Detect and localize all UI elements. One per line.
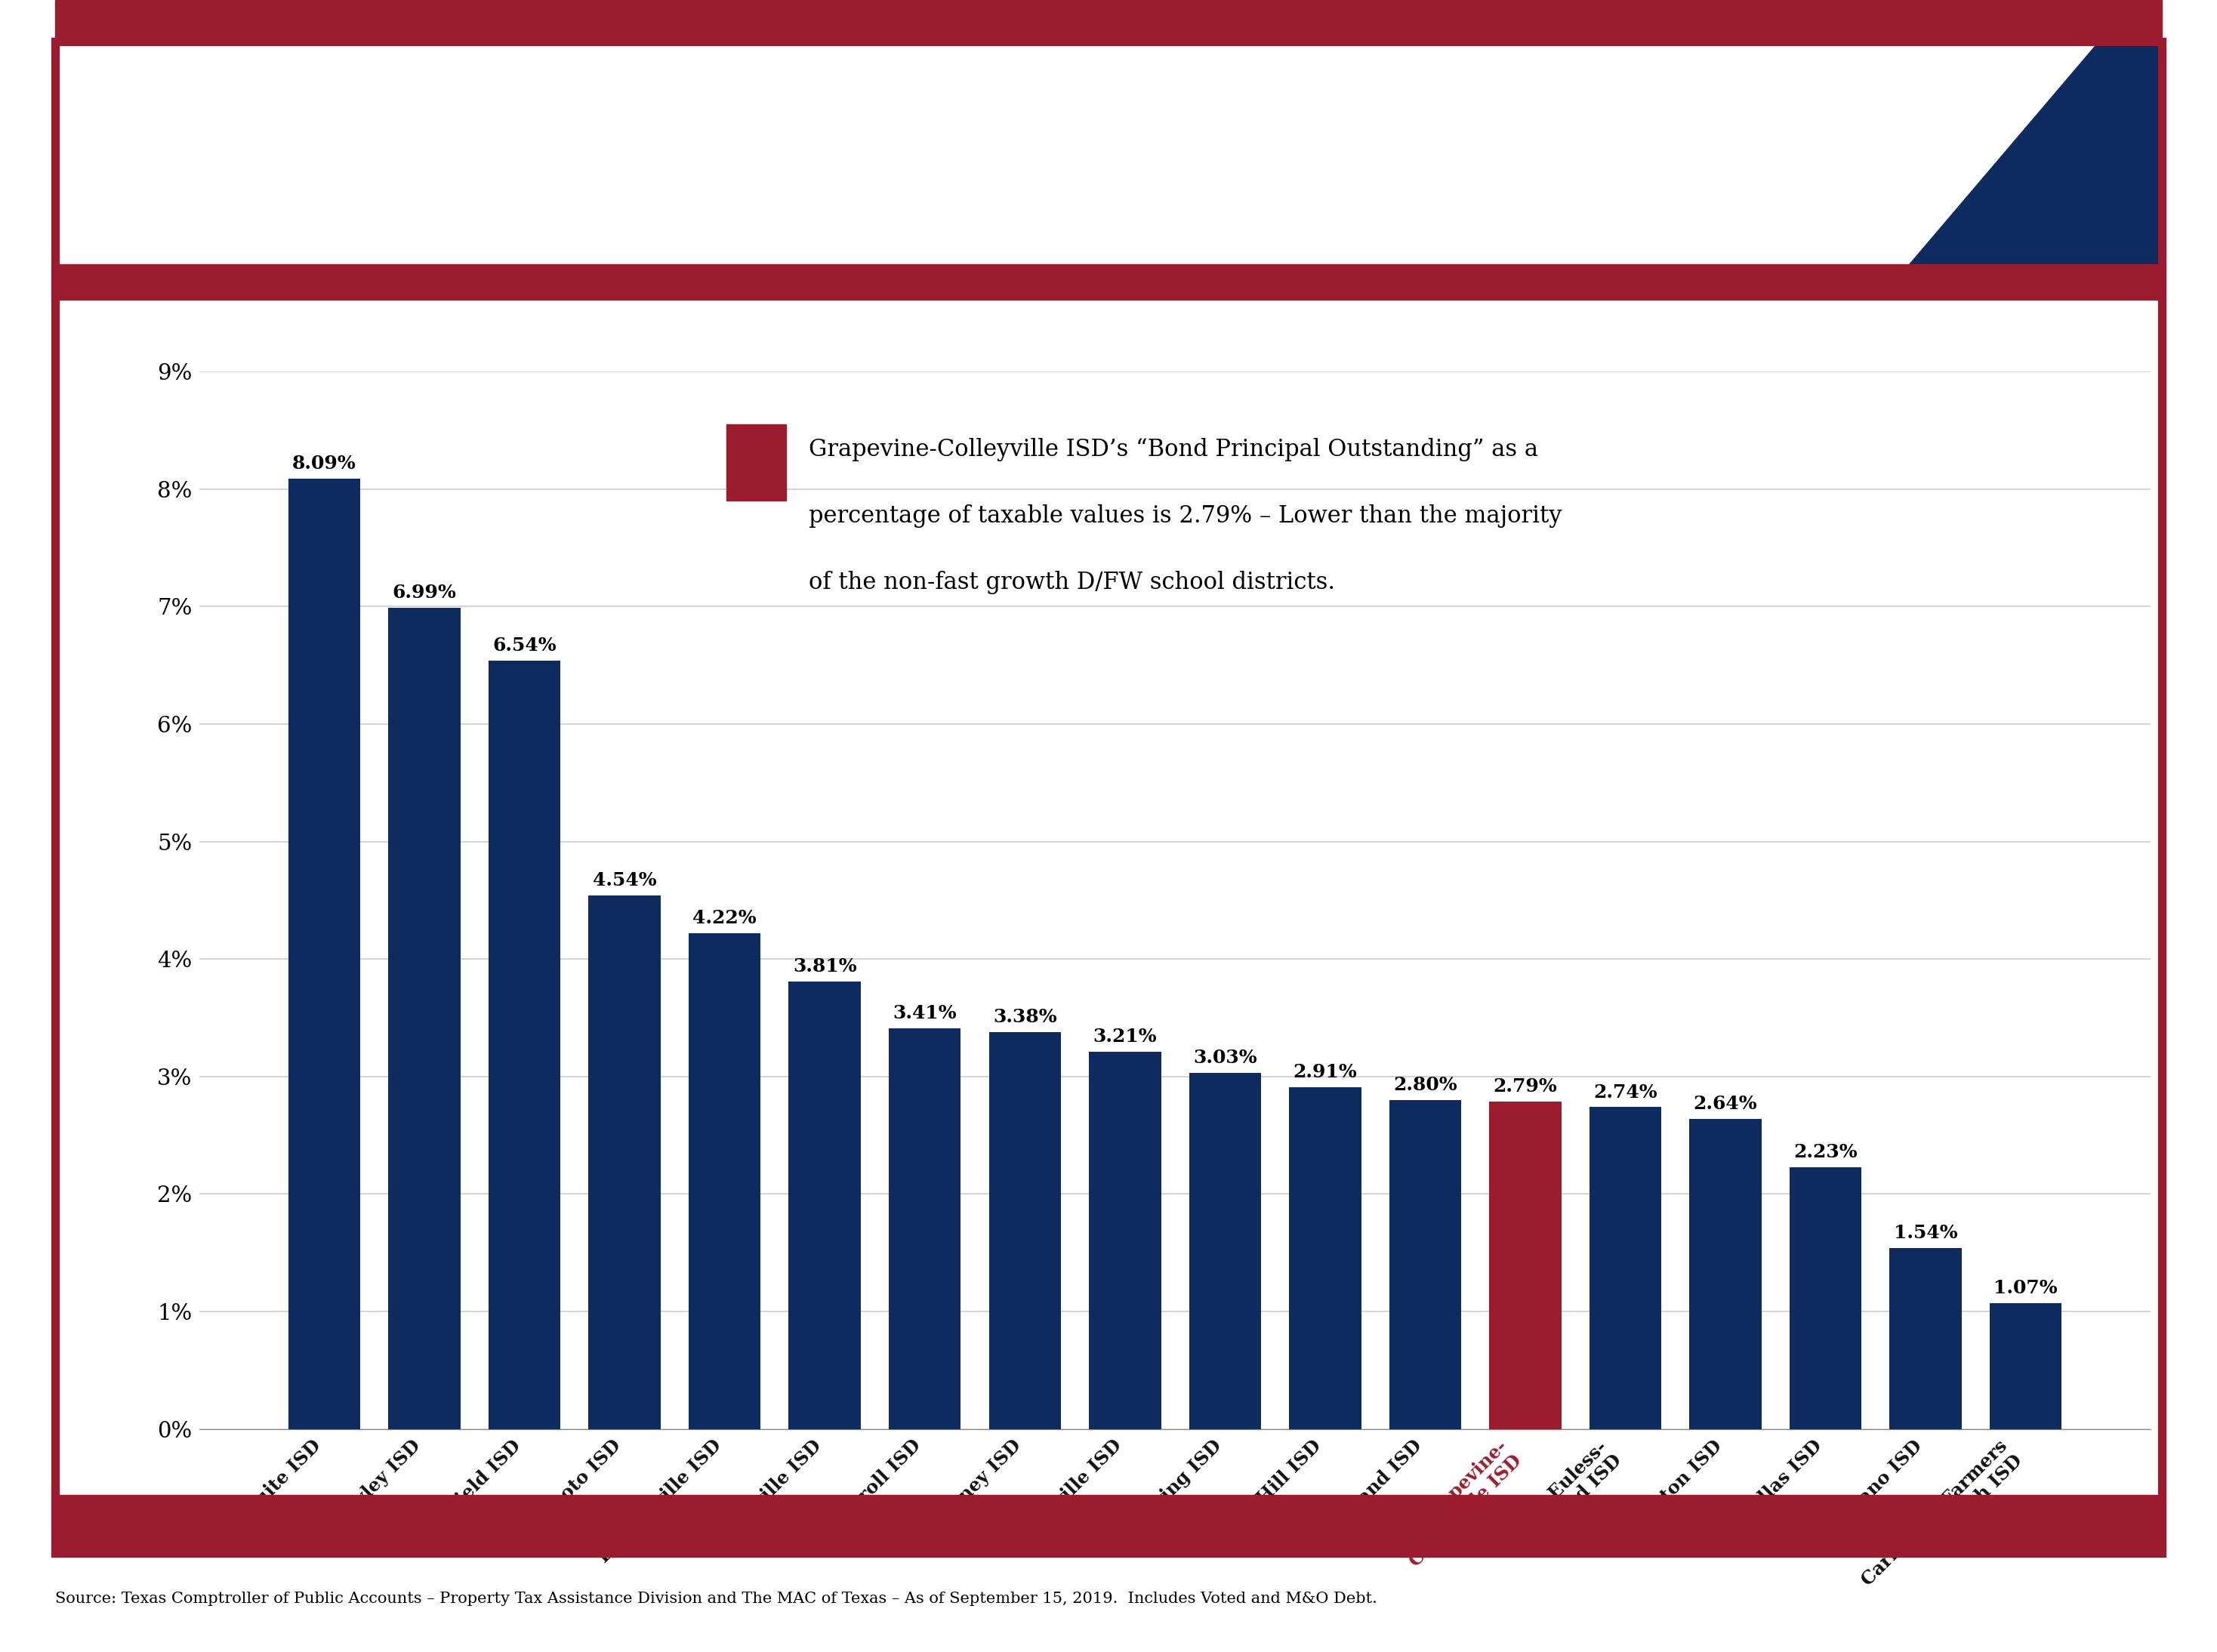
Text: 4.54%: 4.54% (592, 872, 656, 890)
Text: 6.54%: 6.54% (492, 636, 556, 654)
Polygon shape (1909, 41, 2162, 264)
Bar (1789, 1166, 1862, 1429)
Bar (1188, 1074, 1261, 1429)
Bar (1689, 1118, 1763, 1429)
Bar (1889, 1247, 1962, 1429)
Text: 6.99%: 6.99% (392, 583, 457, 601)
Text: 2.64%: 2.64% (1694, 1095, 1758, 1113)
Bar (388, 608, 461, 1429)
Text: 3.38%: 3.38% (993, 1008, 1058, 1026)
Text: 3.21%: 3.21% (1093, 1028, 1157, 1046)
Bar (1490, 1102, 1561, 1429)
Bar (727, 425, 787, 501)
Text: of the non-fast growth D/FW school districts.: of the non-fast growth D/FW school distr… (809, 572, 1335, 595)
Bar (1089, 1052, 1162, 1429)
Text: 2.23%: 2.23% (1794, 1143, 1858, 1161)
Bar (1590, 1107, 1661, 1429)
Text: 3.41%: 3.41% (893, 1004, 958, 1023)
Bar (288, 479, 361, 1429)
Text: 2.91%: 2.91% (1293, 1064, 1357, 1082)
Text: 3.03%: 3.03% (1193, 1049, 1257, 1067)
Bar (789, 981, 860, 1429)
Text: 3.81%: 3.81% (794, 958, 856, 976)
Bar (989, 1032, 1062, 1429)
Text: 8.09%: 8.09% (293, 454, 357, 472)
Text: percentage of taxable values is 2.79% – Lower than the majority: percentage of taxable values is 2.79% – … (809, 504, 1563, 529)
Bar (889, 1029, 960, 1429)
Bar (588, 895, 661, 1429)
Text: 2.80%: 2.80% (1392, 1075, 1457, 1094)
Text: D/FW School Districts: D/FW School Districts (235, 180, 778, 223)
Bar (1989, 1303, 2062, 1429)
Text: Comparison of Certain Non-Fast Growth: Comparison of Certain Non-Fast Growth (235, 88, 1228, 129)
Text: 2.74%: 2.74% (1594, 1084, 1658, 1102)
Text: Source: Texas Comptroller of Public Accounts – Property Tax Assistance Division : Source: Texas Comptroller of Public Acco… (55, 1593, 1377, 1606)
Text: ✦: ✦ (106, 124, 164, 190)
Text: 2.79%: 2.79% (1494, 1077, 1556, 1095)
Bar (689, 933, 760, 1429)
Text: 1.54%: 1.54% (1893, 1224, 1958, 1242)
Text: Grapevine-Colleyville ISD’s “Bond Principal Outstanding” as a: Grapevine-Colleyville ISD’s “Bond Princi… (809, 438, 1539, 461)
Text: Ranked By Bond Principal Outstanding as a Percent of Taxable Value: Ranked By Bond Principal Outstanding as … (499, 317, 1718, 350)
Bar (488, 661, 561, 1429)
Text: Bond Principal Outstanding Per TAV: Bond Principal Outstanding Per TAV (86, 676, 109, 1125)
Bar (1390, 1100, 1461, 1429)
Text: 4.22%: 4.22% (692, 909, 756, 927)
Bar (1288, 1087, 1361, 1429)
Text: 1.07%: 1.07% (1993, 1279, 2057, 1297)
